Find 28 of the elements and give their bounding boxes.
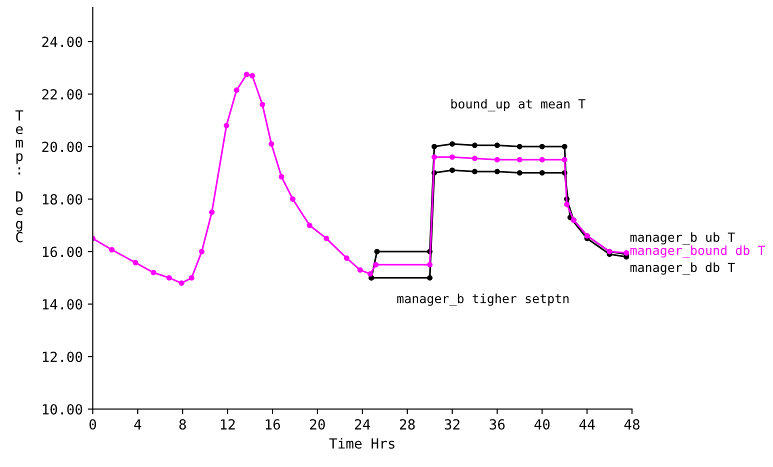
text: Temp: DegC bbox=[15, 110, 24, 242]
x-tick-label: 24 bbox=[355, 419, 370, 430]
y-tick-label: 12.00 bbox=[42, 352, 82, 362]
series-label: manager_b ub T bbox=[630, 232, 735, 245]
x-tick-label: 36 bbox=[490, 419, 505, 430]
x-tick-label: 8 bbox=[179, 419, 186, 430]
y-tick-label: 14.00 bbox=[42, 299, 82, 310]
annotation: manager_b tigher setptn bbox=[397, 294, 569, 306]
y-tick-label: 16.00 bbox=[42, 246, 82, 258]
series-label: manager_b db T bbox=[630, 262, 735, 275]
x-axis-title: Time Hrs bbox=[329, 438, 394, 449]
x-tick-label: 4 bbox=[134, 419, 142, 430]
y-tick-label: 18.00 bbox=[42, 194, 82, 205]
x-tick-label: 44 bbox=[579, 419, 595, 430]
x-tick-label: 12 bbox=[220, 419, 235, 430]
x-tick-label: 48 bbox=[624, 419, 640, 430]
x-tick-label: 16 bbox=[266, 419, 280, 430]
x-tick-label: 28 bbox=[400, 419, 415, 430]
x-tick-label: 20 bbox=[310, 419, 325, 430]
y-tick-label: 10.00 bbox=[42, 404, 82, 415]
x-tick-label: 40 bbox=[534, 419, 550, 430]
x-tick-label: 32 bbox=[444, 419, 460, 430]
x-tick-label: 0 bbox=[89, 419, 96, 430]
annotation: bound_up at mean T bbox=[451, 98, 586, 112]
series-label: manager_bound db T bbox=[630, 245, 765, 258]
y-tick-label: 24.00 bbox=[42, 36, 82, 48]
y-tick-label: 20.00 bbox=[42, 142, 82, 152]
y-tick-label: 22.00 bbox=[42, 89, 82, 100]
